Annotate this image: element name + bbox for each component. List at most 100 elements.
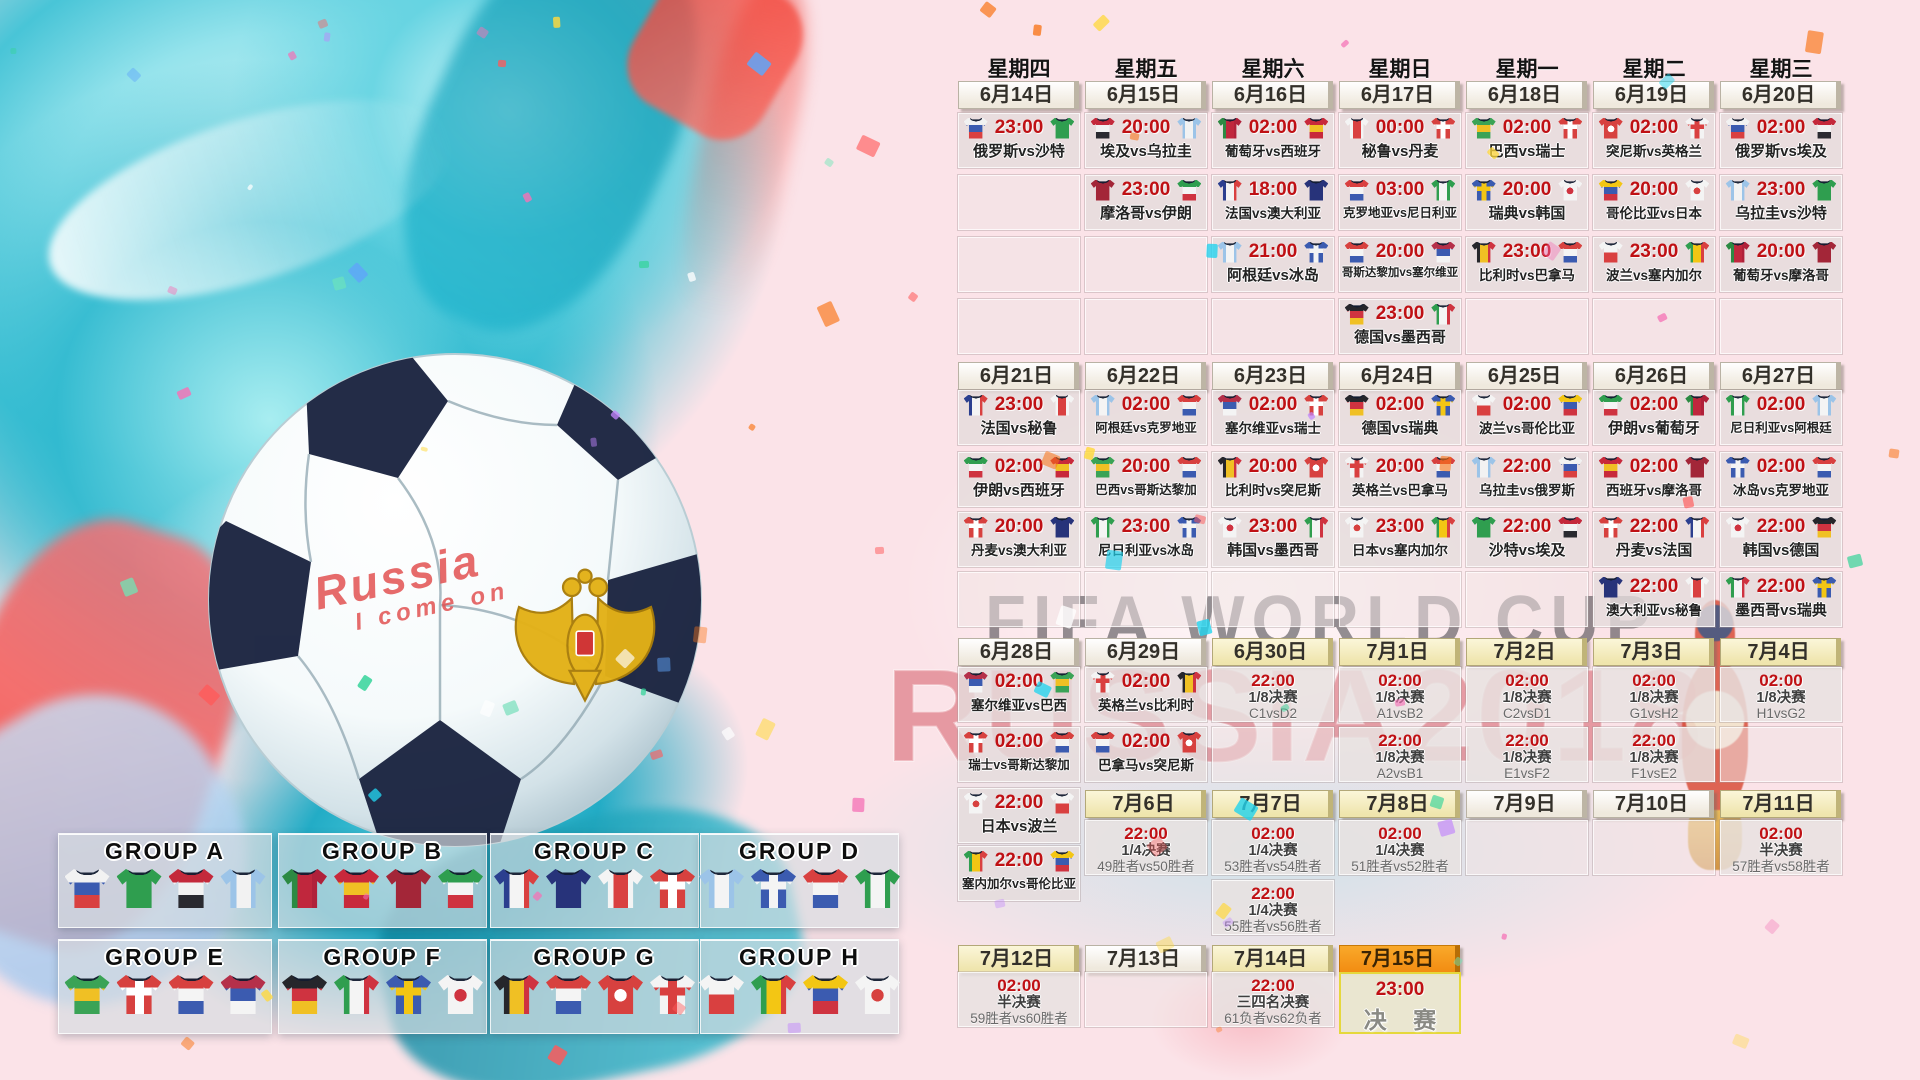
- jersey-icon: [1090, 456, 1115, 478]
- date-box: 6月15日: [1085, 81, 1206, 109]
- knockout-cell: 22:00 1/4决赛 49胜者vs50胜者: [1085, 820, 1207, 875]
- date-box: 7月10日: [1593, 790, 1714, 818]
- match-row: 20:00: [1594, 179, 1714, 201]
- weekday-label: 星期六: [1241, 58, 1305, 81]
- knockout-cell: 02:00 1/8决赛 C2vsD1: [1466, 667, 1588, 722]
- match-time: 22:00: [994, 792, 1044, 813]
- empty-slot: [1212, 299, 1334, 354]
- knockout-cell: 02:00 1/4决赛 53胜者vs54胜者: [1212, 820, 1334, 875]
- match-time: 23:00: [1629, 241, 1679, 262]
- group-jersey-row: [59, 869, 271, 908]
- match-row: 23:00: [1086, 179, 1206, 201]
- date-box: 6月28日: [958, 638, 1079, 666]
- soccer-ball-illustration: Russia I come on: [205, 350, 705, 850]
- jersey-icon: [1558, 394, 1583, 416]
- match-time: 23:00: [994, 117, 1044, 138]
- confetti-piece: [180, 1036, 196, 1051]
- jersey-icon: [1304, 179, 1329, 201]
- match-label: 德国vs瑞典: [1361, 420, 1439, 437]
- match-label: 比利时vs突尼斯: [1224, 483, 1322, 498]
- knockout-teams: 59胜者vs60胜者: [970, 1011, 1068, 1026]
- match-cell: 02:00 塞尔维亚vs巴西: [958, 667, 1080, 722]
- match-row: 23:00: [959, 394, 1079, 416]
- knockout-stage: 1/8决赛: [1375, 690, 1425, 706]
- jersey-icon: [1685, 456, 1710, 478]
- jersey-icon: [168, 869, 214, 908]
- match-time: 02:00: [994, 671, 1044, 692]
- match-time: 20:00: [1248, 456, 1298, 477]
- empty-slot: [1593, 820, 1715, 875]
- match-time: 02:00: [1121, 394, 1171, 415]
- jersey-icon: [1304, 394, 1329, 416]
- date-box: 7月2日: [1466, 638, 1587, 666]
- confetti-piece: [331, 276, 347, 292]
- match-time: 22:00: [1629, 576, 1679, 597]
- jersey-icon: [1050, 117, 1075, 139]
- knockout-teams: 57胜者vs58胜者: [1732, 859, 1830, 874]
- confetti-piece: [126, 67, 142, 83]
- match-cell: 18:00 法国vs澳大利亚: [1212, 175, 1334, 230]
- knockout-stage: 1/4决赛: [1375, 843, 1425, 859]
- empty-slot: [1466, 572, 1588, 627]
- knockout-teams: H1vsG2: [1756, 706, 1806, 721]
- confetti-piece: [9, 47, 16, 54]
- match-cell: 20:00 丹麦vs澳大利亚: [958, 512, 1080, 567]
- jersey-icon: [1344, 117, 1369, 139]
- match-label: 英格兰vs巴拿马: [1351, 483, 1449, 498]
- empty-slot: [958, 237, 1080, 292]
- empty-slot: [958, 572, 1080, 627]
- jersey-icon: [168, 975, 214, 1014]
- match-label: 伊朗vs葡萄牙: [1608, 420, 1700, 437]
- jersey-icon: [1431, 179, 1456, 201]
- date-box: 7月4日: [1720, 638, 1841, 666]
- group-jersey-row: [699, 975, 900, 1014]
- match-cell: 02:00 冰岛vs克罗地亚: [1720, 452, 1842, 507]
- match-time: 02:00: [1756, 117, 1806, 138]
- match-label: 波兰vs塞内加尔: [1605, 268, 1703, 283]
- date-box: 6月17日: [1339, 81, 1460, 109]
- date-box: 7月11日: [1720, 790, 1841, 818]
- knockout-cell: 22:00 1/8决赛 A2vsB1: [1339, 727, 1461, 782]
- jersey-icon: [1812, 394, 1837, 416]
- confetti-piece: [852, 796, 865, 812]
- match-time: 22:00: [1756, 576, 1806, 597]
- match-cell: 22:00 沙特vs埃及: [1466, 512, 1588, 567]
- match-time: 23:00: [1756, 179, 1806, 200]
- match-label: 日本vs波兰: [980, 818, 1058, 835]
- confetti-piece: [816, 300, 841, 328]
- confetti-piece: [522, 192, 533, 204]
- date-box: 7月13日: [1085, 945, 1206, 973]
- jersey-icon: [1344, 179, 1369, 201]
- knockout-stage: 1/8决赛: [1375, 750, 1425, 766]
- match-row: 02:00: [1213, 117, 1333, 139]
- match-label: 韩国vs墨西哥: [1227, 542, 1319, 559]
- match-label: 丹麦vs法国: [1615, 542, 1693, 559]
- empty-slot: [1466, 820, 1588, 875]
- match-row: 20:00: [1340, 456, 1460, 478]
- knockout-cell: 02:00 1/4决赛 51胜者vs52胜者: [1339, 820, 1461, 875]
- jersey-icon: [1177, 117, 1202, 139]
- date-box: 7月9日: [1466, 790, 1587, 818]
- group-jersey-row: [59, 975, 271, 1014]
- match-time: 23:00: [994, 394, 1044, 415]
- match-row: 22:00: [1467, 456, 1587, 478]
- knockout-teams: 53胜者vs54胜者: [1224, 859, 1322, 874]
- weekday-label: 星期二: [1622, 58, 1686, 81]
- jersey-icon: [1304, 516, 1329, 538]
- jersey-icon: [1431, 117, 1456, 139]
- match-time: 02:00: [1375, 394, 1425, 415]
- date-box: 6月30日: [1212, 638, 1333, 666]
- weekday-label: 星期三: [1749, 58, 1813, 81]
- match-cell: 02:00 塞尔维亚vs瑞士: [1212, 390, 1334, 445]
- empty-slot: [1593, 299, 1715, 354]
- jersey-icon: [1344, 456, 1369, 478]
- jersey-icon: [1725, 179, 1750, 201]
- confetti-piece: [746, 51, 772, 77]
- jersey-icon: [1812, 179, 1837, 201]
- knockout-cell: 22:00 1/8决赛 F1vsE2: [1593, 727, 1715, 782]
- jersey-icon: [1050, 394, 1075, 416]
- jersey-icon: [282, 869, 327, 908]
- knockout-stage: 1/8决赛: [1756, 690, 1806, 706]
- date-box: 6月24日: [1339, 362, 1460, 390]
- match-cell: 21:00 阿根廷vs冰岛: [1212, 237, 1334, 292]
